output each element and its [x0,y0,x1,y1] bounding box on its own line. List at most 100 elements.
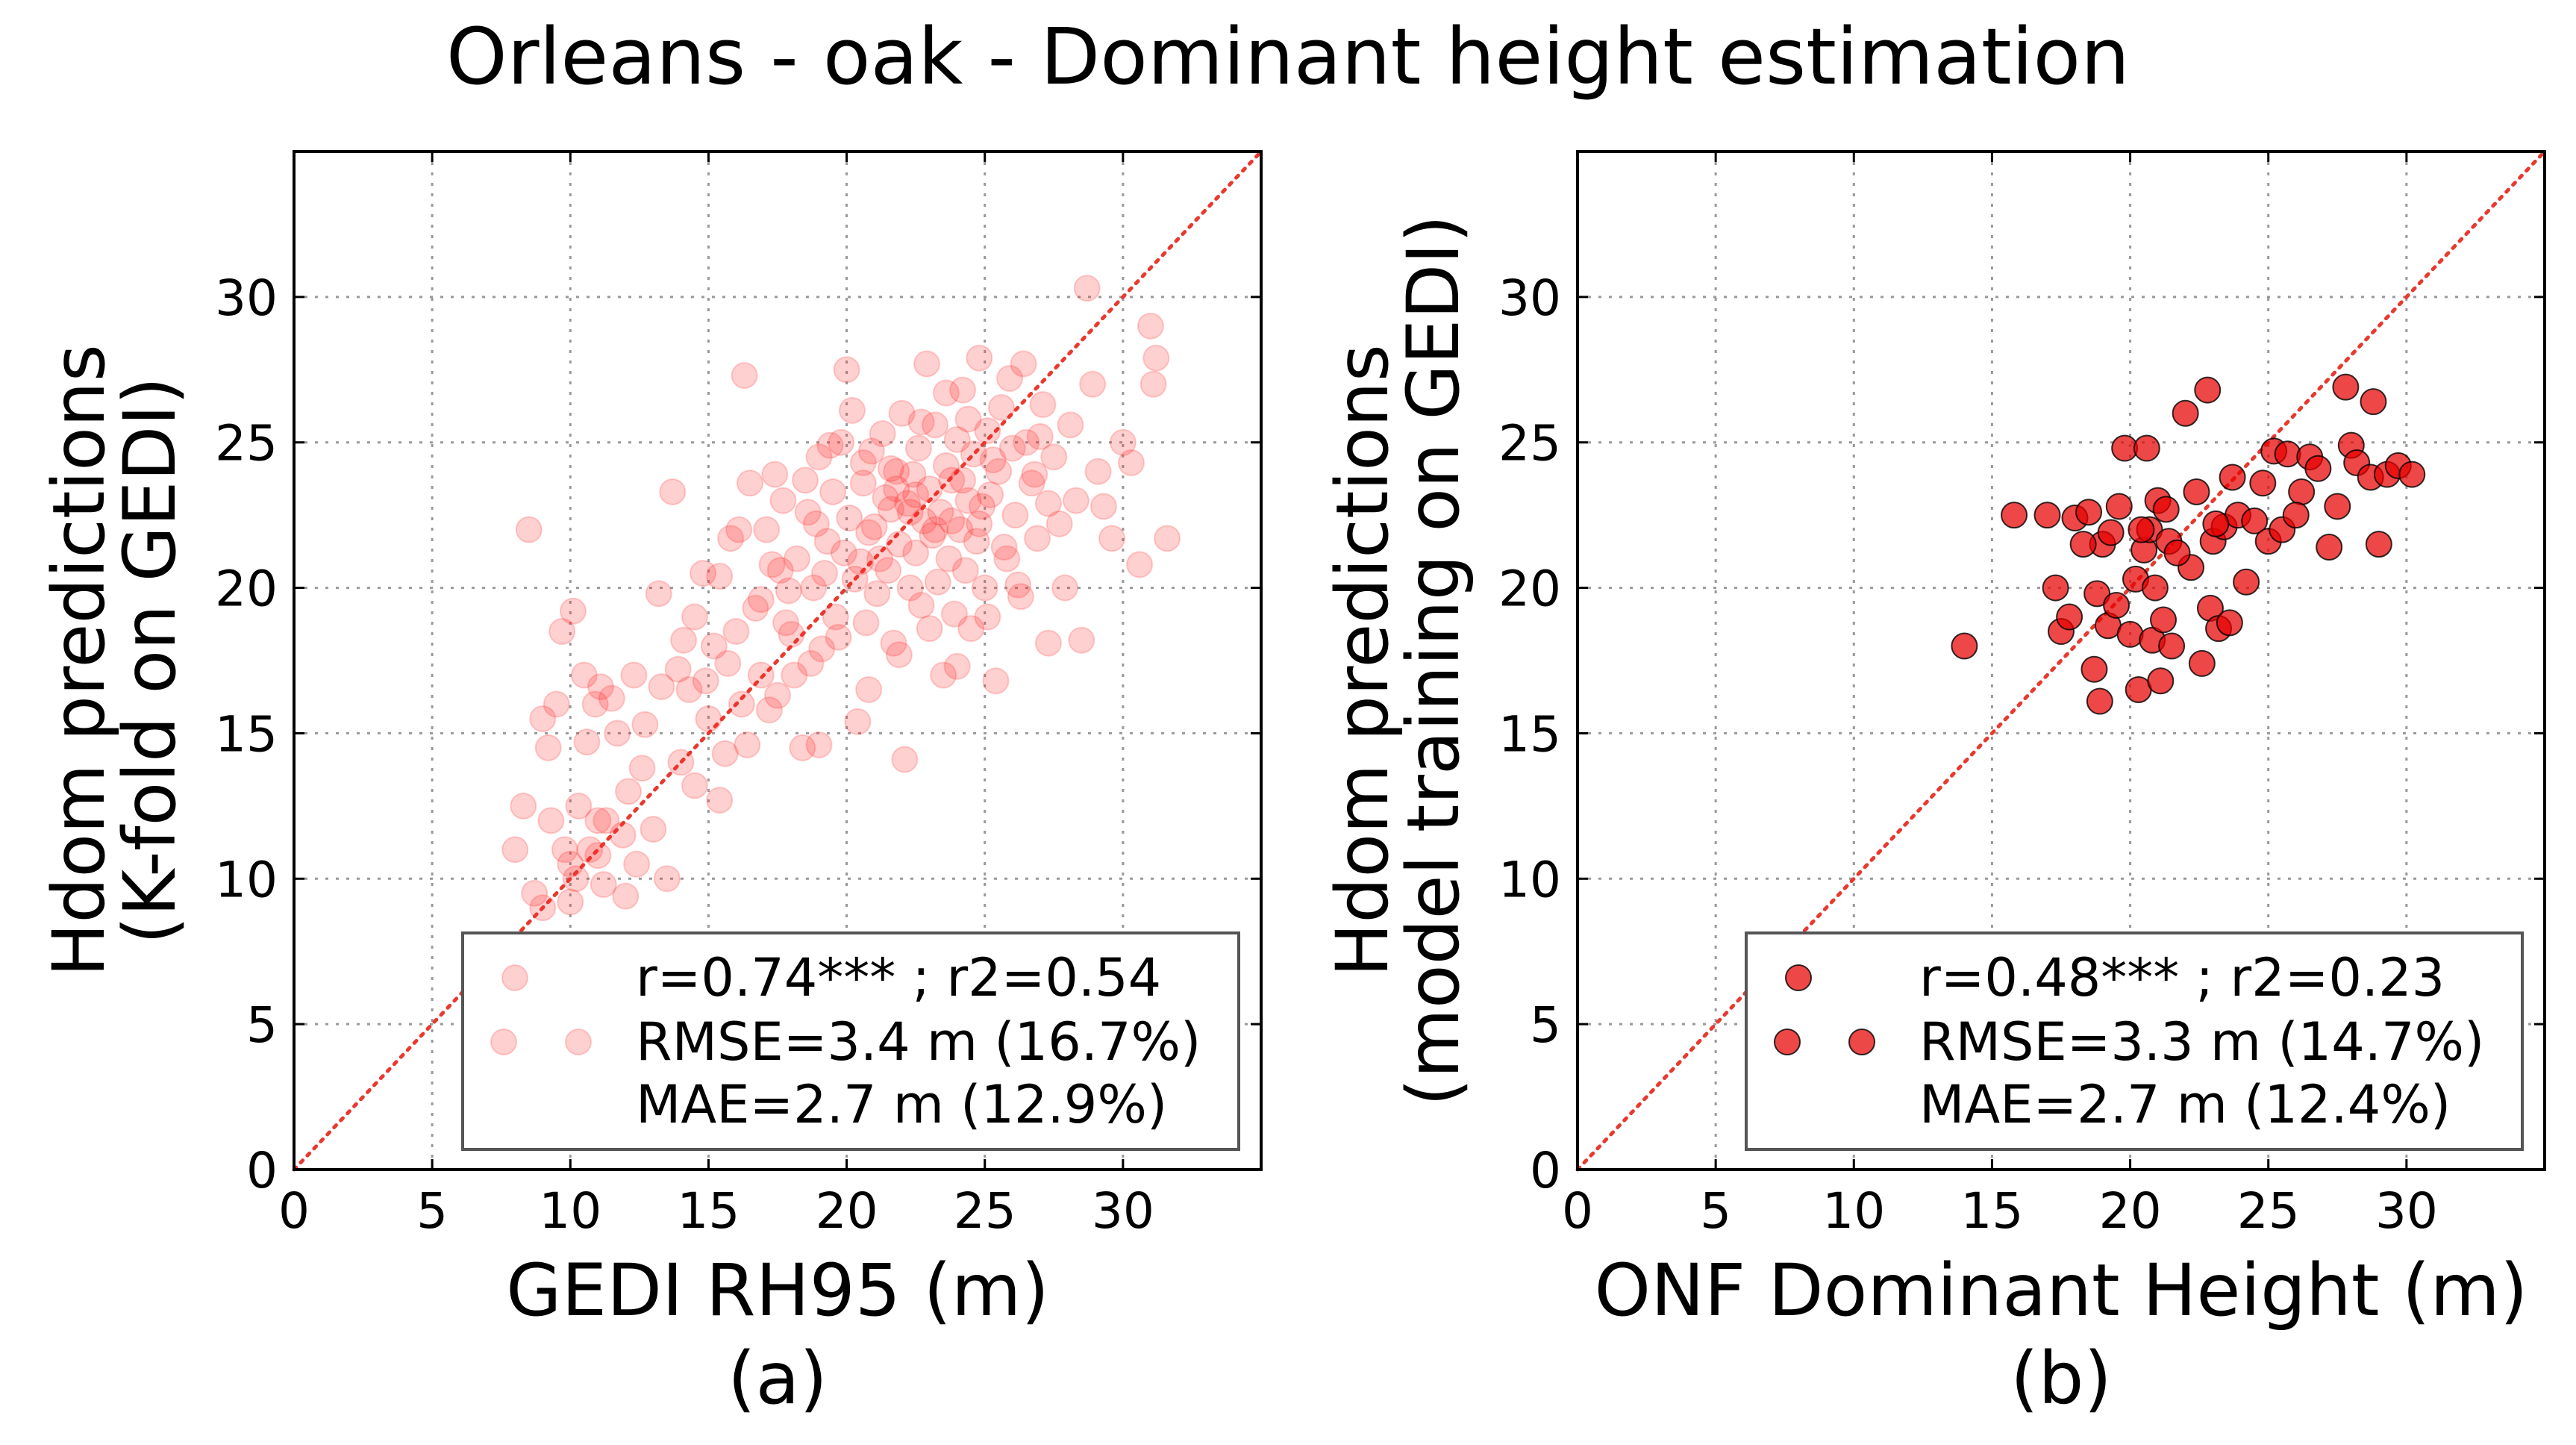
data-point [1068,626,1095,654]
data-point [2304,455,2332,482]
data-point [974,417,1001,445]
data-point [1007,583,1034,611]
data-point [896,574,924,602]
data-point [951,557,979,584]
x-tick-label: 30 [2375,1182,2438,1240]
legend-b: r=0.48*** ; r2=0.23 RMSE=3.3 m (14.7%) M… [1745,931,2524,1151]
data-point [772,609,800,637]
data-point [1084,458,1112,485]
data-point [2202,510,2230,537]
data-point [880,629,907,657]
data-point [844,708,872,735]
data-point [833,356,860,384]
data-point [805,443,833,471]
data-point [938,507,966,534]
data-point [711,740,739,767]
data-point [1013,428,1040,456]
data-point [593,807,620,834]
data-point [653,865,681,893]
y-axis-label-line2-a: (K-fold on GEDI) [108,377,192,944]
data-point [825,623,852,651]
data-point [1029,391,1057,419]
data-point [2150,606,2178,634]
data-point [1057,411,1084,439]
data-point [501,836,529,864]
data-point [797,649,825,677]
data-point [1024,525,1051,552]
data-point [794,499,822,526]
data-point [783,545,810,572]
legend-line-1-a: r=0.74*** ; r2=0.54 [636,947,1161,1008]
data-point [1051,574,1079,602]
data-point [966,344,993,372]
data-point [755,696,783,724]
y-tick-label: 5 [246,996,278,1054]
data-point [888,399,916,427]
data-point [800,574,828,602]
data-point [916,475,943,503]
y-tick-label: 0 [246,1142,278,1199]
data-point [943,652,971,680]
data-point [628,755,656,782]
data-point [766,557,794,584]
figure-title: Orleans - oak - Dominant height estimati… [446,11,2130,102]
data-point [802,510,830,537]
data-point [819,478,847,505]
data-point [706,562,734,590]
data-point [675,675,703,703]
data-point [761,461,789,488]
data-point [896,499,924,526]
y-tick-label: 10 [215,851,278,908]
data-point [919,522,946,549]
data-point [805,731,833,759]
data-point [913,350,940,378]
data-point [557,850,584,878]
data-point [930,661,957,689]
data-point [957,615,985,643]
data-point [543,690,570,718]
data-point [792,466,819,494]
data-point [515,516,543,543]
data-point [722,618,750,646]
data-point [847,548,875,575]
data-point [717,525,745,552]
x-tick-label: 20 [816,1182,878,1240]
legend-box-b [1745,931,2524,1151]
data-point [631,711,659,738]
data-point [916,615,943,643]
y-tick-label: 5 [1530,996,1561,1054]
data-point [813,528,841,555]
data-point [849,449,877,476]
data-point [883,475,910,503]
data-point [2360,388,2387,416]
x-tick-label: 0 [1562,1182,1593,1240]
panel-label-a: (a) [728,1337,828,1420]
data-point [612,882,640,910]
data-point [808,635,836,663]
data-point [1018,469,1045,497]
data-point [2324,493,2351,520]
data-point [977,481,1004,508]
data-point [966,510,993,537]
panel-label-b: (b) [2010,1337,2112,1420]
data-point [1951,632,1978,660]
data-point [907,408,935,436]
data-point [877,496,904,523]
data-point [681,772,708,799]
x-tick-label: 0 [278,1182,310,1240]
x-tick-label: 20 [2099,1182,2162,1240]
data-point [1034,490,1062,517]
data-point [1079,370,1107,398]
data-point [849,469,877,497]
data-point [2183,478,2210,505]
data-point [855,675,883,703]
data-point [648,673,675,701]
y-tick-label: 10 [1498,851,1561,908]
data-point [1098,525,1126,552]
data-point [938,466,966,494]
y-tick-label: 20 [215,561,278,618]
legend-line-2-a: RMSE=3.4 m (16.7%) [636,1011,1201,1073]
data-point [2249,469,2277,497]
y-tick-label: 15 [215,705,278,763]
x-tick-label: 25 [954,1182,1016,1240]
